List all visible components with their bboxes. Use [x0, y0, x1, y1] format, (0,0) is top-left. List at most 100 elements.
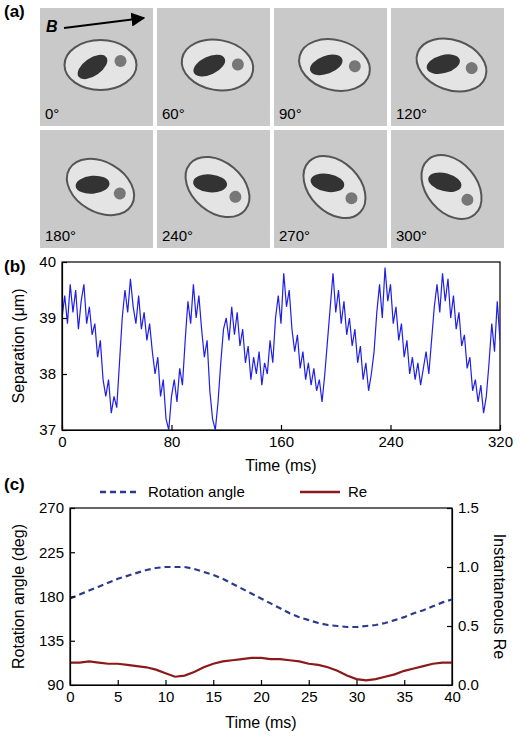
cell-spot — [348, 59, 363, 74]
tick-label: 0.0 — [458, 676, 479, 693]
figure: (a)0°60°90°120°180°240°270°300°B(b)08016… — [0, 0, 522, 748]
tick: 320 — [488, 425, 513, 450]
cell-inclusion — [309, 171, 346, 195]
tick: 30 — [349, 680, 366, 705]
tick-mark — [356, 680, 357, 685]
tick-label: 180 — [39, 588, 64, 605]
tile-background — [391, 130, 504, 248]
tile-background — [274, 130, 387, 248]
tick-mark — [70, 508, 75, 509]
tick: 20 — [253, 680, 270, 705]
cell-inclusion — [425, 51, 463, 77]
image-grid: 0°60°90°120°180°240°270°300° — [40, 8, 504, 248]
tick-mark — [404, 680, 405, 685]
plot-area — [62, 268, 500, 430]
cell-body — [293, 32, 375, 99]
cell-spot — [459, 191, 476, 208]
angle-label: 0° — [45, 105, 59, 122]
tick-mark — [447, 567, 452, 568]
tick: 1.0 — [447, 558, 479, 575]
image-tile: 60° — [157, 8, 270, 126]
image-tile: 0° — [40, 8, 153, 126]
angle-label: 90° — [279, 105, 302, 122]
tick-label: 240 — [378, 433, 403, 450]
x-axis-title: Time (ms) — [225, 714, 296, 731]
y2-axis: 0.0 0.5 1.0 1.5 — [447, 499, 479, 693]
y-axis: 90 135 180 225 270 — [39, 499, 75, 693]
tick-mark — [70, 641, 75, 642]
panel-letter: (c) — [4, 475, 25, 494]
tick: 90 — [47, 676, 75, 693]
y-axis: 37383940 — [39, 253, 67, 438]
tick-label: 270 — [39, 499, 64, 516]
angle-label: 270° — [279, 227, 310, 244]
tick-label: 5 — [114, 688, 122, 705]
tile-background — [157, 8, 270, 126]
legend-swatch — [100, 491, 140, 494]
image-tile: 90° — [274, 8, 387, 126]
cell-sketch — [57, 147, 144, 226]
tick-label: 0 — [66, 688, 74, 705]
angle-label: 60° — [162, 105, 185, 122]
tick: 38 — [39, 365, 67, 382]
tick-mark — [70, 596, 75, 597]
image-tile: 180° — [40, 130, 153, 248]
field-arrow — [64, 18, 144, 28]
tick: 15 — [205, 680, 222, 705]
cell-inclusion — [73, 50, 111, 84]
tick: 1.5 — [447, 499, 479, 516]
y2-axis-title: Instantaneous Re — [491, 534, 508, 660]
tick: 0.0 — [447, 676, 479, 693]
axis-line — [71, 685, 453, 686]
cell-spot — [227, 188, 244, 205]
cell-sketch — [293, 32, 375, 99]
tick-mark — [500, 425, 501, 430]
cell-sketch — [409, 29, 494, 101]
image-tile: 300° — [391, 130, 504, 248]
legend: Rotation angle Re — [100, 483, 367, 500]
plot-area — [70, 567, 452, 680]
tick-mark — [447, 685, 452, 686]
angle-label: 180° — [45, 227, 76, 244]
tile-background — [157, 130, 270, 248]
tick: 10 — [158, 680, 175, 705]
data-line — [62, 268, 500, 430]
tick-label: 20 — [253, 688, 270, 705]
tick: 225 — [39, 544, 75, 561]
tick-mark — [213, 680, 214, 685]
tick-mark — [447, 626, 452, 627]
x-axis: 0 80 160 240 320 — [58, 425, 513, 450]
tick: 80 — [164, 425, 181, 450]
y-axis-title: Rotation angle (deg) — [10, 524, 27, 669]
cell-sketch — [178, 34, 258, 96]
tile-background — [391, 8, 504, 126]
cell-sketch — [409, 143, 494, 230]
tick-label: 160 — [269, 433, 294, 450]
tick-mark — [62, 262, 67, 263]
legend-label: Rotation angle — [148, 483, 245, 500]
tick-label: 25 — [301, 688, 318, 705]
tick-label: 0.5 — [458, 617, 479, 634]
tick: 39 — [39, 309, 67, 326]
tick-label: 0 — [58, 433, 66, 450]
cell-inclusion — [190, 50, 228, 81]
image-tile: 270° — [274, 130, 387, 248]
x-axis: 0510152025303540 — [66, 680, 461, 705]
axis-line — [62, 263, 63, 431]
tick-label: 40 — [39, 253, 56, 270]
tick-mark — [309, 680, 310, 685]
legend-label: Re — [348, 483, 367, 500]
panel-letter: (b) — [4, 257, 26, 276]
data-line — [70, 567, 452, 627]
image-tile: 240° — [157, 130, 270, 248]
cell-inclusion — [192, 173, 227, 194]
tick: 160 — [269, 425, 294, 450]
tick: 180 — [39, 588, 75, 605]
tick: 135 — [39, 632, 75, 649]
field-label: B — [46, 18, 58, 35]
tick: 40 — [39, 253, 67, 270]
tick: 35 — [396, 680, 413, 705]
cell-spot — [464, 60, 479, 75]
tick-mark — [62, 374, 67, 375]
y-axis-title: Separation (μm) — [10, 288, 27, 403]
